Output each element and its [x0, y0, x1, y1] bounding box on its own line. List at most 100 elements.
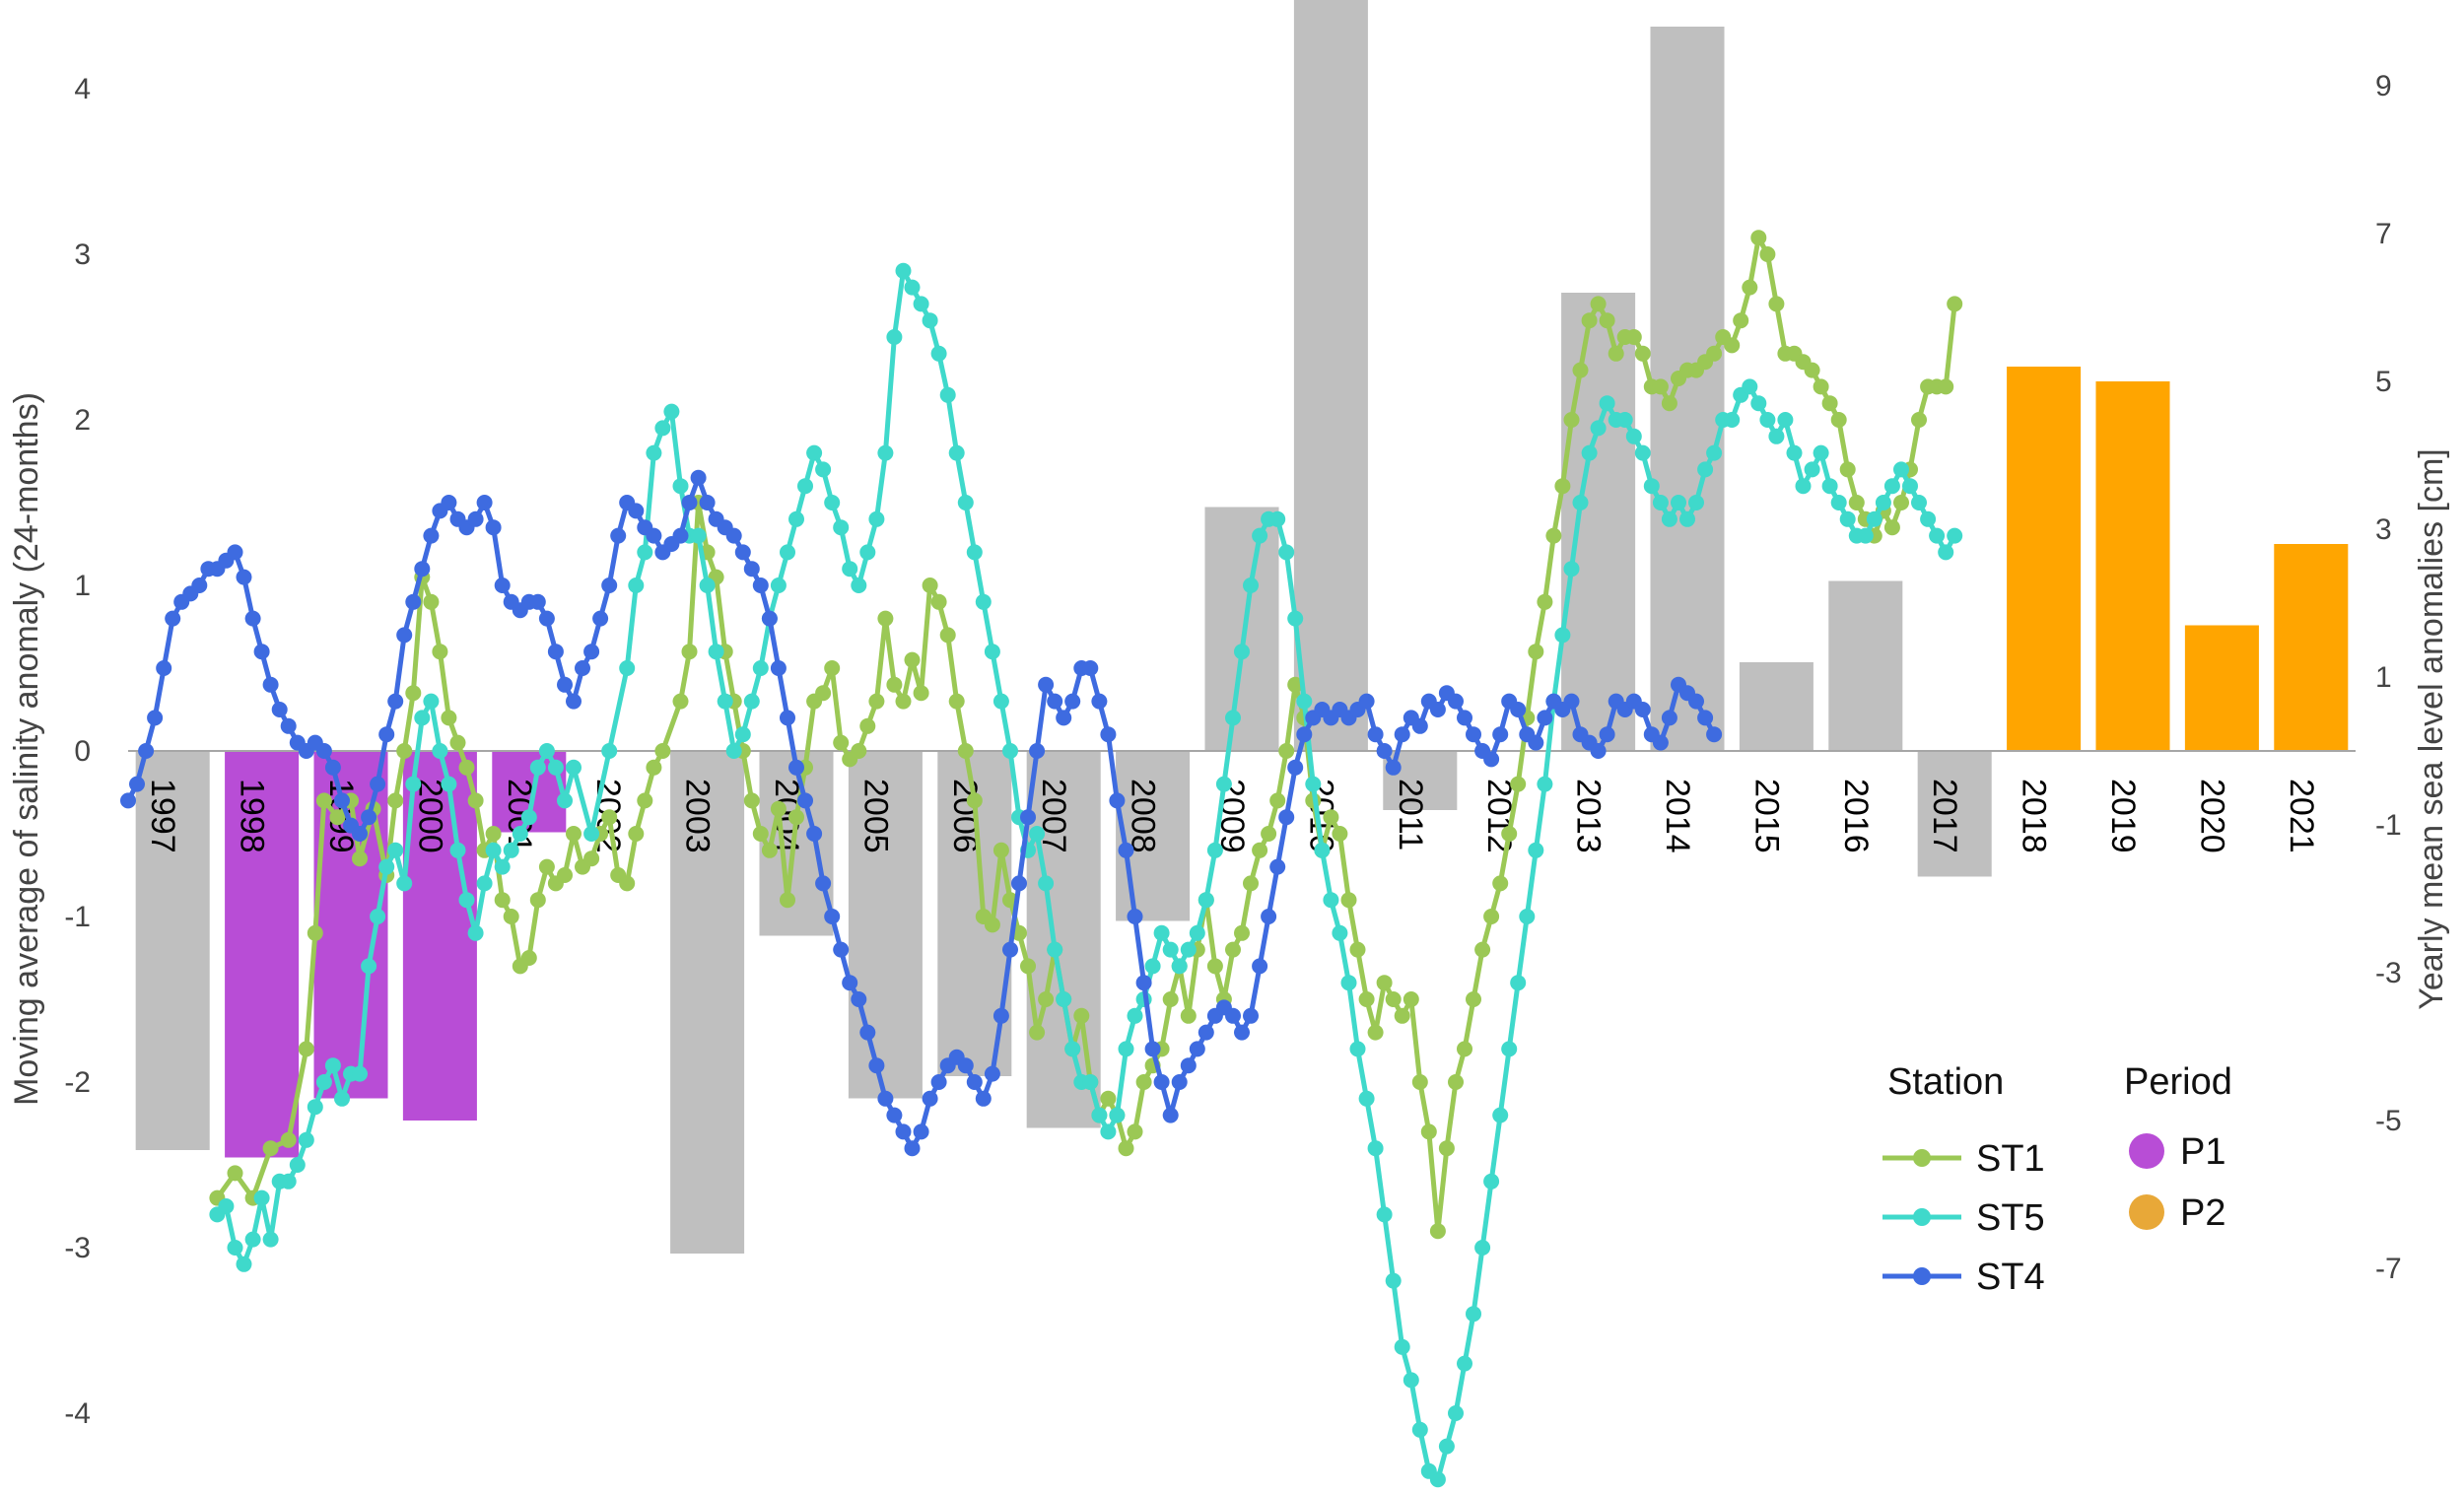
year-label-2021: 2021	[2283, 779, 2320, 853]
point-ST4-129	[1269, 858, 1286, 875]
right-tick-9: 9	[2375, 70, 2392, 102]
point-ST4-110	[1100, 726, 1117, 743]
point-ST5-175	[1795, 478, 1812, 495]
point-ST1-186	[1938, 378, 1954, 395]
point-ST1-32	[557, 867, 573, 883]
point-ST5-72	[877, 444, 894, 461]
right-tick--7: -7	[2375, 1253, 2402, 1285]
point-ST4-81	[842, 975, 858, 991]
point-ST5-109	[1206, 842, 1223, 858]
point-ST5-73	[886, 329, 903, 345]
point-ST5-49	[672, 478, 689, 495]
point-ST1-111	[1269, 792, 1286, 809]
point-ST1-68	[886, 676, 903, 693]
point-ST1-15	[405, 685, 422, 702]
point-ST4-113	[1127, 909, 1143, 924]
point-ST5-161	[1671, 495, 1686, 510]
point-ST5-124	[1340, 975, 1357, 991]
point-ST4-27	[361, 809, 377, 826]
point-ST1-121	[1358, 991, 1375, 1007]
point-ST4-96	[975, 1090, 992, 1107]
point-ST1-24	[485, 826, 502, 842]
year-label-2005: 2005	[856, 779, 894, 853]
point-ST1-40	[628, 826, 645, 842]
point-ST5-110	[1215, 776, 1232, 792]
point-ST4-140	[1367, 726, 1384, 743]
point-ST1-180	[1883, 519, 1900, 536]
point-ST1-85	[1038, 991, 1055, 1007]
bar-2003	[670, 751, 745, 1254]
point-ST4-126	[1243, 1007, 1259, 1024]
point-ST1-134	[1474, 941, 1491, 958]
right-tick-5: 5	[2375, 366, 2392, 398]
point-ST4-47	[538, 610, 555, 627]
point-ST4-112	[1118, 842, 1134, 858]
point-ST5-52	[699, 578, 716, 593]
point-ST1-136	[1492, 875, 1509, 892]
point-ST1-22	[467, 792, 484, 809]
point-ST4-178	[1706, 726, 1723, 743]
point-ST4-166	[1599, 726, 1615, 743]
point-ST5-98	[1109, 1107, 1126, 1123]
point-ST5-4	[244, 1231, 261, 1248]
point-ST1-92	[1100, 1090, 1117, 1107]
point-ST5-46	[646, 444, 662, 461]
point-ST5-177	[1813, 444, 1829, 461]
point-ST5-164	[1697, 461, 1714, 478]
year-label-2017: 2017	[1926, 779, 1963, 853]
point-ST1-94	[1118, 1140, 1134, 1157]
legend-marker-ST5	[1913, 1208, 1931, 1226]
point-ST5-71	[868, 510, 885, 527]
point-ST1-181	[1893, 495, 1909, 510]
point-ST4-124	[1225, 1007, 1241, 1024]
point-ST5-131	[1403, 1372, 1419, 1389]
year-label-2008: 2008	[1125, 779, 1162, 853]
point-ST4-78	[815, 875, 832, 892]
point-ST5-123	[1332, 924, 1348, 941]
point-ST5-91	[1047, 941, 1063, 958]
point-ST1-164	[1742, 279, 1758, 296]
point-ST4-13	[236, 569, 252, 585]
legend-label-ST4: ST4	[1976, 1257, 2045, 1298]
point-ST4-117	[1162, 1107, 1179, 1123]
point-ST1-118	[1332, 826, 1348, 842]
point-ST5-191	[1938, 544, 1954, 561]
point-ST1-95	[1127, 1123, 1143, 1140]
point-ST4-77	[806, 826, 823, 842]
point-ST4-121	[1198, 1024, 1214, 1041]
point-ST1-79	[984, 917, 1000, 933]
bar-2013	[1561, 293, 1636, 751]
point-ST5-165	[1706, 444, 1723, 461]
point-ST4-4	[156, 660, 172, 676]
bar-2020	[2184, 625, 2259, 751]
point-ST5-3	[236, 1256, 252, 1272]
point-ST5-16	[352, 1065, 368, 1082]
year-label-2014: 2014	[1659, 779, 1696, 853]
point-ST4-162	[1563, 693, 1580, 710]
point-ST1-106	[1225, 941, 1241, 958]
point-ST1-113	[1287, 676, 1304, 693]
point-ST1-108	[1243, 875, 1259, 892]
point-ST4-16	[262, 676, 279, 693]
point-ST5-148	[1554, 627, 1571, 644]
point-ST5-108	[1198, 892, 1214, 909]
point-ST1-19	[441, 710, 457, 726]
point-ST5-44	[628, 578, 645, 593]
point-ST5-6	[262, 1231, 279, 1248]
left-axis-title: Moving average of salinity anomaly (24-m…	[8, 392, 45, 1106]
point-ST5-58	[752, 660, 769, 676]
series-ST5	[209, 262, 1963, 1488]
point-ST5-20	[387, 842, 404, 858]
point-ST4-55	[610, 527, 627, 544]
point-ST5-92	[1056, 991, 1072, 1007]
point-ST4-53	[592, 610, 609, 627]
point-ST5-100	[1127, 1007, 1143, 1024]
point-ST5-138	[1466, 1306, 1481, 1323]
point-ST4-98	[992, 1007, 1009, 1024]
point-ST5-36	[529, 759, 546, 776]
point-ST5-132	[1411, 1421, 1428, 1438]
point-ST5-171	[1759, 412, 1776, 428]
year-label-2018: 2018	[2016, 779, 2053, 853]
bar-2016	[1828, 580, 1903, 751]
year-label-2000: 2000	[411, 779, 448, 853]
